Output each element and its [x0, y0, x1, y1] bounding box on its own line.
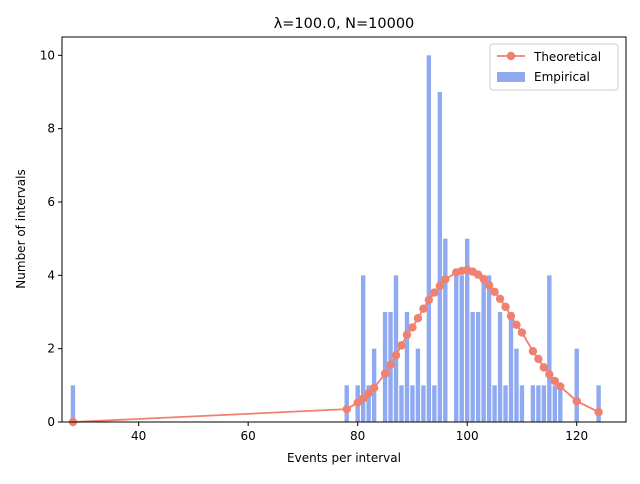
empirical-bar [530, 385, 536, 422]
theoretical-point [534, 354, 543, 364]
theoretical-point [380, 369, 390, 378]
theoretical-point [506, 311, 516, 321]
x-tick-label: 100 [456, 429, 479, 443]
legend-label-theoretical: Theoretical [533, 50, 601, 64]
theoretical-point [517, 328, 527, 337]
empirical-bar [508, 312, 514, 422]
theoretical-point [419, 304, 428, 313]
empirical-bar [393, 275, 399, 422]
theoretical-point [594, 407, 603, 417]
empirical-bar [492, 385, 497, 422]
theoretical-point [550, 376, 560, 386]
theoretical-point [402, 330, 412, 339]
legend-label-empirical: Empirical [534, 70, 590, 84]
empirical-bar [459, 275, 464, 422]
x-tick-label: 80 [350, 429, 365, 443]
empirical-bar [497, 312, 503, 422]
empirical-bar [399, 385, 404, 422]
empirical-bar [541, 385, 547, 422]
empirical-bar [70, 385, 76, 422]
y-tick-label: 0 [47, 415, 55, 429]
empirical-bar [465, 238, 470, 422]
y-tick-label: 4 [47, 268, 55, 282]
theoretical-point [342, 404, 351, 414]
legend-bar-swatch [497, 72, 525, 82]
theoretical-point [386, 360, 395, 369]
theoretical-point [539, 363, 549, 372]
empirical-bar [475, 312, 481, 422]
plot-area [68, 55, 603, 427]
empirical-bar [552, 385, 558, 422]
empirical-bar [470, 312, 475, 422]
y-tick-label: 8 [47, 122, 55, 136]
theoretical-point [490, 287, 499, 297]
legend-marker-swatch [506, 51, 516, 61]
theoretical-point [430, 288, 439, 297]
chart-title: λ=100.0, N=10000 [274, 16, 415, 32]
empirical-bar [415, 348, 421, 422]
theoretical-point [512, 320, 521, 330]
empirical-bar [514, 348, 519, 422]
y-tick-label: 10 [40, 48, 55, 62]
x-tick-label: 120 [565, 429, 588, 443]
empirical-bar [481, 275, 486, 422]
axes: 40 60 80 100 120 0 2 4 6 8 10 [40, 36, 627, 443]
empirical-bar [366, 385, 371, 422]
y-tick-label: 6 [47, 195, 55, 209]
x-tick-label: 60 [241, 429, 256, 443]
theoretical-point [495, 294, 505, 303]
theoretical-point [501, 302, 510, 312]
empirical-bar [503, 385, 508, 422]
empirical-bar [432, 385, 437, 422]
empirical-bar [454, 275, 459, 422]
empirical-bar [421, 385, 426, 422]
empirical-bar [547, 275, 552, 422]
theoretical-point [364, 389, 373, 398]
theoretical-point [528, 347, 538, 356]
theoretical-point [572, 396, 581, 406]
theoretical-point [479, 274, 488, 284]
theoretical-point [435, 281, 445, 291]
empirical-bar [360, 275, 366, 422]
theoretical-point [545, 370, 554, 379]
empirical-bar [574, 348, 579, 422]
x-tick-label: 40 [131, 429, 146, 443]
empirical-bar [443, 238, 448, 422]
empirical-bar [344, 385, 349, 422]
x-axis-label: Events per interval [287, 451, 401, 465]
theoretical-point [397, 341, 406, 350]
theoretical-point [441, 275, 450, 284]
theoretical-point [408, 323, 417, 332]
empirical-bar [437, 92, 443, 422]
empirical-bar [382, 312, 388, 422]
empirical-bar [558, 385, 563, 422]
theoretical-point [556, 382, 565, 391]
y-axis-label: Number of intervals [14, 169, 28, 288]
theoretical-point [391, 351, 401, 360]
legend: Theoretical Empirical [489, 43, 619, 91]
axes-frame [61, 36, 627, 423]
theoretical-point [413, 314, 423, 323]
empirical-bar [519, 385, 525, 422]
theoretical-point [424, 295, 434, 305]
empirical-bar [486, 275, 492, 422]
y-tick-label: 2 [47, 342, 55, 356]
theoretical-point [358, 394, 368, 403]
theoretical-point [484, 281, 494, 290]
empirical-bar [536, 385, 541, 422]
empirical-bar [596, 385, 601, 422]
theoretical-point [369, 383, 379, 393]
empirical-bar [404, 312, 410, 422]
empirical-bar [410, 385, 415, 422]
empirical-bar [426, 55, 432, 422]
